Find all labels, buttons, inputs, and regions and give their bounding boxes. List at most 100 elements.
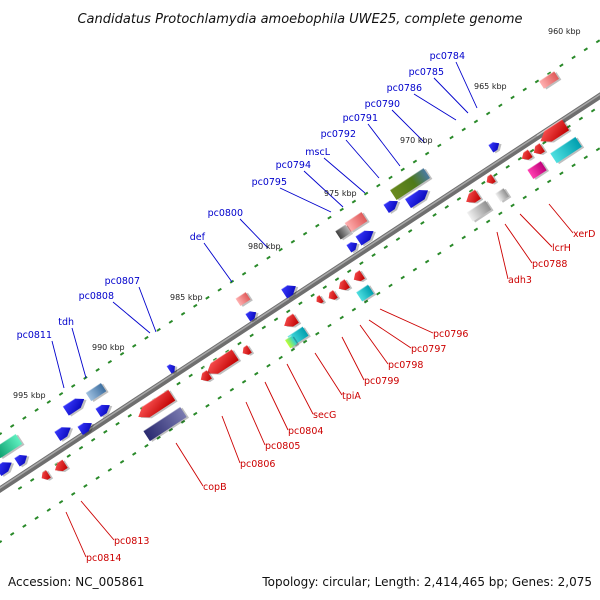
leader-line <box>433 77 469 114</box>
tick-mark <box>571 55 576 60</box>
gene-highlight <box>38 469 47 475</box>
tick-mark <box>193 411 198 416</box>
gene-feature <box>344 211 370 233</box>
gene-label[interactable]: pc0788 <box>532 259 567 270</box>
tick-mark <box>9 532 15 536</box>
tick-mark <box>590 108 596 113</box>
gene-label[interactable]: def <box>190 232 206 243</box>
gene-label[interactable]: pc0785 <box>409 67 444 78</box>
gene-highlight <box>53 426 62 433</box>
gene-body <box>335 224 351 240</box>
tick-mark <box>534 187 540 192</box>
gene-label[interactable]: pc0792 <box>321 129 356 140</box>
gene-label[interactable]: pc0811 <box>17 330 52 341</box>
gene-label[interactable]: secG <box>313 410 336 421</box>
tick-mark <box>339 207 344 212</box>
gene-body <box>281 285 296 299</box>
gene-highlight <box>334 224 346 232</box>
gene-feature <box>235 291 253 307</box>
gene-feature <box>334 224 354 241</box>
gene-label[interactable]: xerD <box>573 229 595 240</box>
tick-mark <box>449 135 454 140</box>
leader-line <box>496 231 509 280</box>
gene-label[interactable]: pc0804 <box>288 426 323 437</box>
tick-mark <box>522 195 527 200</box>
gene-highlight <box>134 389 169 413</box>
gene-highlight <box>280 284 288 290</box>
leader-line <box>519 213 553 248</box>
kbp-label: 985 kbp <box>170 293 203 302</box>
gene-body <box>284 335 298 349</box>
gene-label[interactable]: pc0791 <box>343 113 378 124</box>
tick-mark <box>363 191 369 196</box>
gene-body <box>355 230 374 246</box>
tick-mark <box>180 311 186 316</box>
gene-label[interactable]: tpiA <box>342 391 361 402</box>
gene-feature <box>77 422 95 436</box>
tick-mark <box>168 319 174 324</box>
gene-label[interactable]: pc0807 <box>105 276 140 287</box>
gene-feature <box>549 136 585 165</box>
gene-label[interactable]: pc0798 <box>388 360 423 371</box>
gene-label[interactable]: pc0790 <box>365 99 400 110</box>
tick-mark <box>510 95 515 100</box>
gene-label[interactable]: pc0808 <box>79 291 114 302</box>
gene-label[interactable]: lcrH <box>552 243 571 254</box>
gene-feature <box>0 461 15 477</box>
tick-mark <box>71 491 76 496</box>
gene-label[interactable]: pc0814 <box>86 553 121 564</box>
leader-line <box>341 336 365 381</box>
gene-highlight <box>483 173 492 179</box>
gene-highlight <box>549 136 576 154</box>
gene-label[interactable]: pc0795 <box>252 177 287 188</box>
gene-feature <box>462 189 484 204</box>
tick-mark <box>327 215 332 220</box>
leader-line <box>359 324 389 365</box>
tick-mark <box>498 211 503 216</box>
leader-line <box>548 203 574 234</box>
gene-highlight <box>383 200 390 206</box>
gene-label[interactable]: mscL <box>305 147 330 158</box>
tick-mark <box>493 172 498 177</box>
gene-body <box>550 136 582 164</box>
tick-mark <box>290 239 296 244</box>
gene-body <box>404 190 429 209</box>
gene-feature <box>280 313 302 328</box>
tick-mark <box>241 271 247 276</box>
tick-mark <box>485 111 491 116</box>
gene-highlight <box>350 269 360 277</box>
gene-body <box>495 188 509 202</box>
gene-label[interactable]: pc0800 <box>208 208 243 219</box>
tick-mark <box>266 363 271 368</box>
tick-mark <box>546 71 552 76</box>
gene-label[interactable]: pc0796 <box>433 329 468 340</box>
tick-mark <box>522 87 527 92</box>
tick-mark <box>412 267 418 272</box>
gene-label[interactable]: tdh <box>58 317 74 328</box>
gene-label[interactable]: pc0786 <box>387 83 422 94</box>
gene-label[interactable]: adh3 <box>508 275 532 286</box>
gene-label[interactable]: pc0799 <box>364 376 399 387</box>
gene-label[interactable]: copB <box>203 482 227 493</box>
gene-body <box>328 290 338 300</box>
tick-mark <box>205 403 210 408</box>
gene-feature <box>38 469 54 481</box>
tick-mark <box>156 327 161 332</box>
tick-mark <box>71 383 76 388</box>
gene-body <box>486 174 496 184</box>
gene-body <box>389 168 431 200</box>
gene-label[interactable]: pc0797 <box>411 344 446 355</box>
topology-text: Topology: circular; Length: 2,414,465 bp… <box>261 575 592 589</box>
tick-mark <box>212 357 218 362</box>
tick-mark <box>254 263 259 268</box>
gene-label[interactable]: pc0794 <box>276 160 311 171</box>
gene-feature <box>142 406 190 442</box>
tick-mark <box>95 367 100 372</box>
gene-labels-bottom: xerD lcrH pc0788 adh3 pc0796 pc0797 pc07… <box>86 229 595 564</box>
leader-line <box>345 139 380 179</box>
gene-label[interactable]: pc0813 <box>114 536 149 547</box>
gene-label[interactable]: pc0805 <box>265 441 300 452</box>
tick-mark <box>371 253 376 258</box>
gene-label[interactable]: pc0784 <box>430 51 465 62</box>
gene-label[interactable]: pc0806 <box>240 459 275 470</box>
